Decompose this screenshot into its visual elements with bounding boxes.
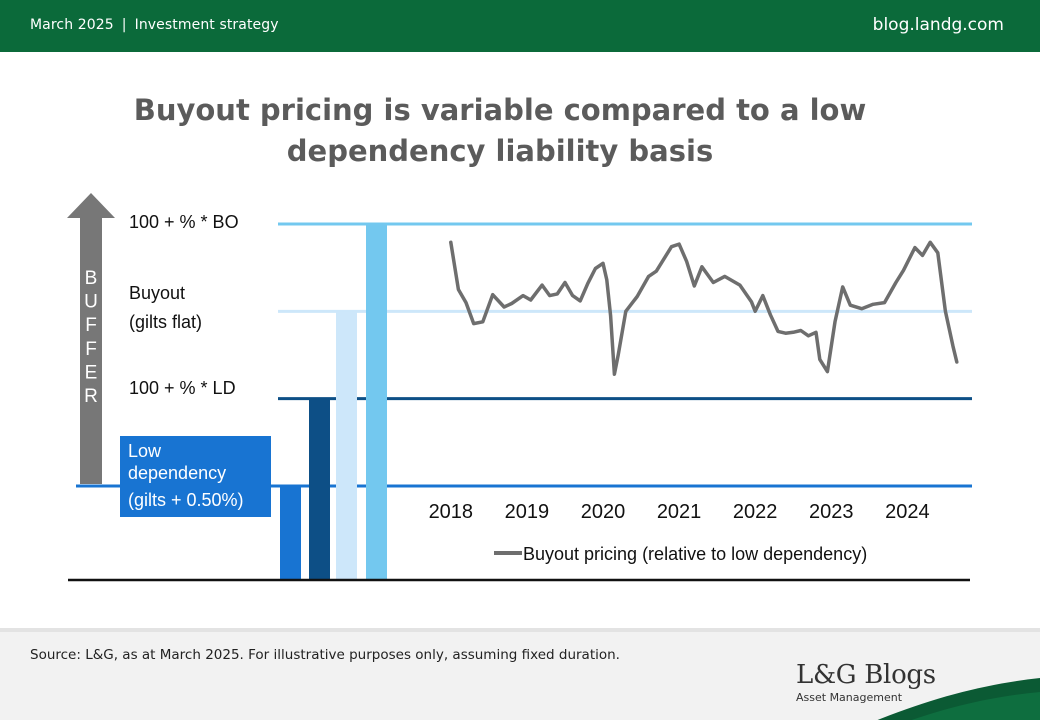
footer-swoosh-inner: [911, 692, 1040, 720]
chart-title: Buyout pricing is variable compared to a…: [90, 90, 910, 172]
buffer-letter: R: [84, 386, 98, 407]
x-tick-label: 2020: [581, 501, 626, 523]
buffer-letter: F: [85, 315, 97, 336]
footer: Source: L&G, as at March 2025. For illus…: [0, 628, 1040, 720]
chart-title-line-1: Buyout pricing is variable compared to a…: [133, 93, 867, 127]
header-separator: |: [121, 17, 127, 33]
site-link[interactable]: blog.landg.com: [872, 15, 1004, 35]
x-tick-label: 2019: [505, 501, 550, 523]
buffer-letter: U: [84, 292, 98, 313]
label-low-dependency-3: (gilts + 0.50%): [128, 490, 244, 510]
source-note: Source: L&G, as at March 2025. For illus…: [30, 647, 620, 663]
brand-name: L&G Blogs: [796, 660, 936, 690]
header-meta: March 2025 | Investment strategy: [30, 17, 279, 33]
legend-label: Buyout pricing (relative to low dependen…: [523, 544, 867, 564]
header-category[interactable]: Investment strategy: [134, 17, 279, 33]
buffer-letter: E: [85, 362, 98, 383]
label-low-dependency-2: dependency: [128, 463, 226, 483]
series-buyout-pricing: [449, 240, 959, 376]
x-tick-label: 2023: [809, 501, 854, 523]
bar-buyout: [336, 311, 357, 580]
low-dependency-label-box: [120, 436, 271, 517]
bar-low_dependency: [280, 486, 301, 580]
brand-logo[interactable]: L&G Blogs Asset Management: [796, 660, 936, 704]
x-tick-label: 2022: [733, 501, 778, 523]
chart-title-line-2: dependency liability basis: [286, 134, 714, 168]
label-ld: 100 + % * LD: [129, 378, 236, 398]
label-buyout-gilts-flat: (gilts flat): [129, 312, 202, 332]
buffer-arrow: [67, 193, 115, 484]
label-bo: 100 + % * BO: [129, 212, 239, 232]
x-tick-label: 2018: [429, 501, 474, 523]
top-banner: March 2025 | Investment strategy blog.land…: [0, 0, 1040, 52]
x-tick-label: 2021: [657, 501, 702, 523]
buffer-letter: B: [85, 268, 98, 289]
bar-ld: [309, 398, 330, 580]
footer-swoosh: [877, 678, 1040, 720]
label-buyout: Buyout: [129, 283, 185, 303]
header-date: March 2025: [30, 17, 114, 33]
label-low-dependency-1: Low: [128, 441, 162, 461]
buffer-letter: F: [85, 339, 97, 360]
brand-sub: Asset Management: [796, 691, 903, 704]
bar-bo: [366, 224, 387, 580]
x-tick-label: 2024: [885, 501, 930, 523]
